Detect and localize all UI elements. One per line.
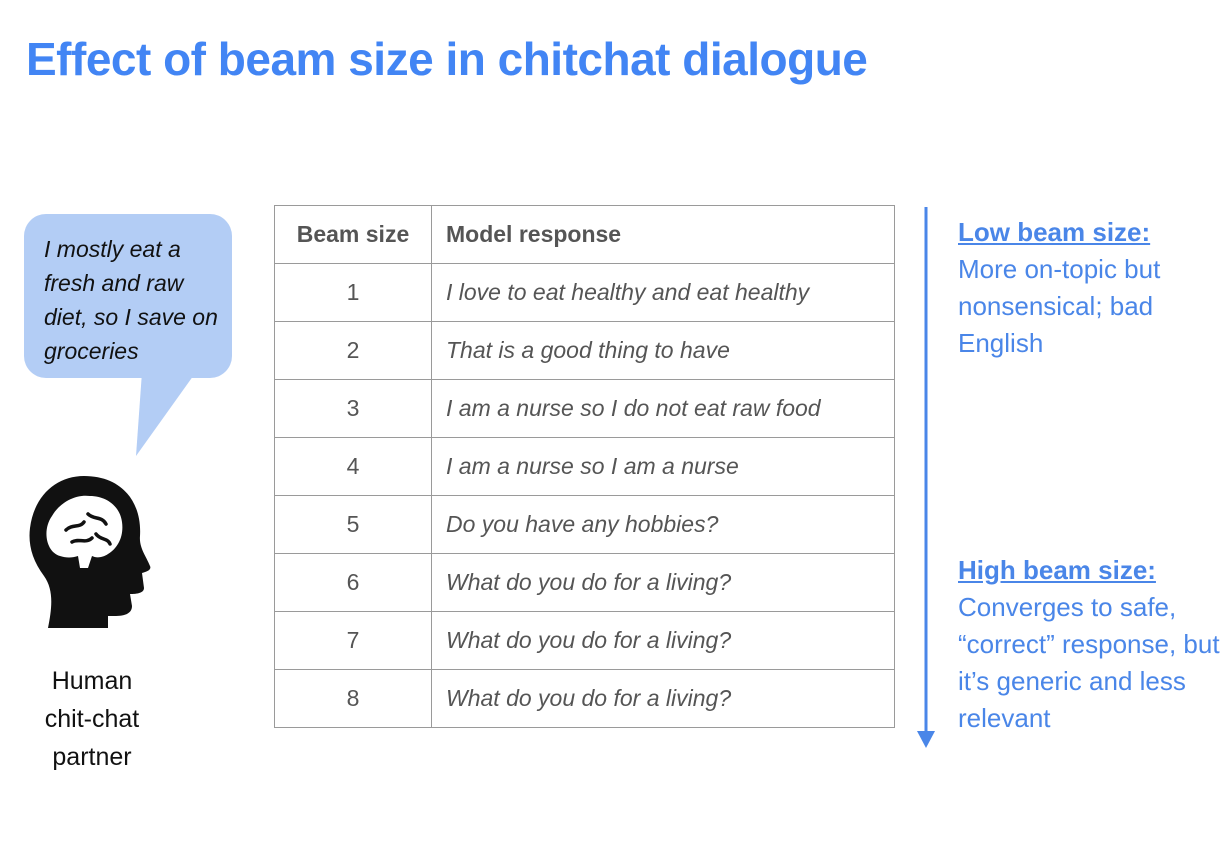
table-row: 7 What do you do for a living? <box>274 611 895 670</box>
table-row: 2 That is a good thing to have <box>274 321 895 380</box>
slide-title: Effect of beam size in chitchat dialogue <box>26 33 868 85</box>
partner-label: Human chit-chat partner <box>22 662 162 776</box>
low-beam-heading: Low beam size: <box>958 217 1151 247</box>
model-response-cell: I am a nurse so I am a nurse <box>431 437 895 496</box>
table-row: 3 I am a nurse so I do not eat raw food <box>274 379 895 438</box>
model-response-cell: What do you do for a living? <box>431 611 895 670</box>
beam-size-cell: 4 <box>274 437 432 496</box>
model-response-cell: I love to eat healthy and eat healthy <box>431 263 895 322</box>
model-response-cell: What do you do for a living? <box>431 669 895 728</box>
model-response-cell: That is a good thing to have <box>431 321 895 380</box>
beam-size-cell: 8 <box>274 669 432 728</box>
table-row: 5 Do you have any hobbies? <box>274 495 895 554</box>
model-response-cell: What do you do for a living? <box>431 553 895 612</box>
low-beam-description: More on-topic but nonsensical; bad Engli… <box>958 254 1161 358</box>
high-beam-note: High beam size: Converges to safe, “corr… <box>958 552 1220 737</box>
table-row: 6 What do you do for a living? <box>274 553 895 612</box>
human-head-brain-icon <box>29 476 151 628</box>
partner-label-line: chit-chat <box>44 705 140 733</box>
beam-size-cell: 6 <box>274 553 432 612</box>
low-beam-note: Low beam size: More on-topic but nonsens… <box>958 214 1220 362</box>
header-model-response: Model response <box>431 205 895 264</box>
beam-size-cell: 2 <box>274 321 432 380</box>
partner-label-line: Human <box>51 667 133 695</box>
model-response-cell: I am a nurse so I do not eat raw food <box>431 379 895 438</box>
beam-size-cell: 1 <box>274 263 432 322</box>
speech-bubble-tail <box>136 372 196 456</box>
table-row: 8 What do you do for a living? <box>274 669 895 728</box>
table-header-row: Beam size Model response <box>274 205 895 264</box>
partner-label-line: partner <box>52 743 132 771</box>
arrow-down-icon <box>917 207 935 748</box>
header-beam-size: Beam size <box>274 205 432 264</box>
high-beam-description: Converges to safe, “correct” response, b… <box>958 592 1220 733</box>
beam-size-cell: 5 <box>274 495 432 554</box>
human-utterance: I mostly eat a fresh and raw diet, so I … <box>44 236 218 364</box>
speech-bubble: I mostly eat a fresh and raw diet, so I … <box>24 214 232 456</box>
high-beam-heading: High beam size: <box>958 555 1156 585</box>
model-response-cell: Do you have any hobbies? <box>431 495 895 554</box>
table-row: 4 I am a nurse so I am a nurse <box>274 437 895 496</box>
beam-size-cell: 7 <box>274 611 432 670</box>
beam-response-table: Beam size Model response 1 I love to eat… <box>274 205 895 728</box>
table-row: 1 I love to eat healthy and eat healthy <box>274 263 895 322</box>
beam-size-cell: 3 <box>274 379 432 438</box>
